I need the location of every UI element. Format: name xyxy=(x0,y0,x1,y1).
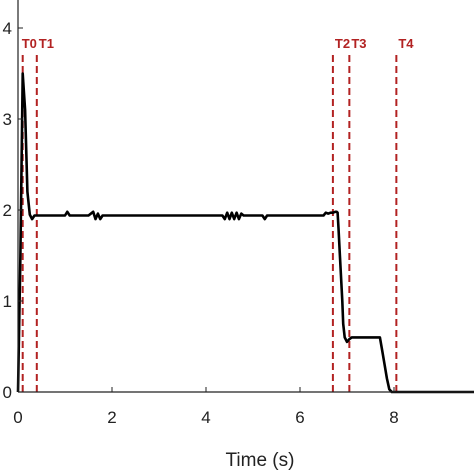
y-tick-label-0: 0 xyxy=(3,383,12,402)
y-tick-label-1: 1 xyxy=(3,292,12,311)
x-tick-label-0: 0 xyxy=(13,408,22,427)
y-tick-label-2: 2 xyxy=(3,201,12,220)
x-tick-label-8: 8 xyxy=(389,408,398,427)
event-markers: T0 T1 T2 T3 T4 xyxy=(21,36,414,392)
x-axis-title: Time (s) xyxy=(226,450,295,471)
x-tick-label-2: 2 xyxy=(107,408,116,427)
y-tick-label-3: 3 xyxy=(3,110,12,129)
axes xyxy=(17,0,474,393)
series-layer xyxy=(16,72,474,394)
x-tick-label-6: 6 xyxy=(295,408,304,427)
marker-label-t4: T4 xyxy=(398,36,414,51)
marker-label-t0: T0 xyxy=(22,36,37,51)
marker-label-t1: T1 xyxy=(39,36,54,51)
series-line-0 xyxy=(16,72,474,394)
marker-label-t2: T2 xyxy=(335,36,350,51)
ticks: 0 2 4 6 8 0 1 2 3 4 xyxy=(3,19,399,427)
marker-label-t3: T3 xyxy=(351,36,366,51)
x-tick-label-4: 4 xyxy=(201,408,210,427)
y-tick-label-4: 4 xyxy=(3,19,12,38)
